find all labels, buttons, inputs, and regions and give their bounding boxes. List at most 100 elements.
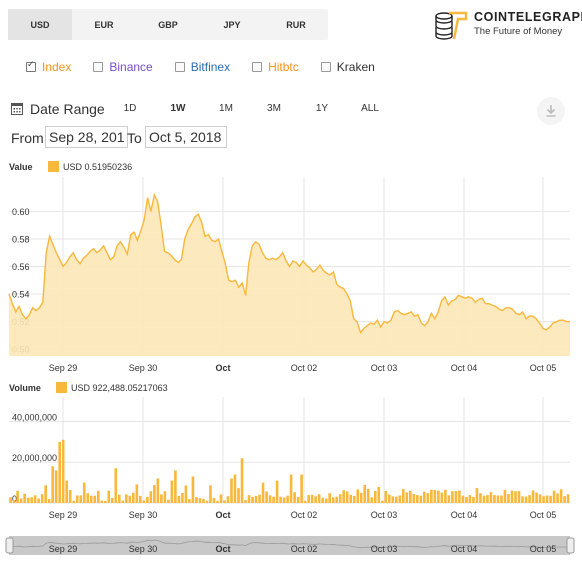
volume-bar xyxy=(142,500,146,503)
volume-bar xyxy=(251,496,254,503)
volume-bar xyxy=(405,492,409,503)
source-label: Binance xyxy=(109,60,153,74)
volume-x-tick-label: Sep 30 xyxy=(129,510,158,520)
currency-tab-gbp[interactable]: GBP xyxy=(158,19,178,30)
volume-bar xyxy=(373,491,377,503)
source-kraken[interactable]: Kraken xyxy=(320,60,375,74)
volume-bar xyxy=(384,491,388,503)
volume-bar xyxy=(409,490,412,503)
brand-tagline: The Future of Money xyxy=(474,26,563,37)
volume-bar xyxy=(191,476,195,503)
volume-bar xyxy=(44,485,47,503)
volume-bar xyxy=(472,496,475,503)
source-bitfinex[interactable]: Bitfinex xyxy=(174,60,230,74)
volume-bar xyxy=(556,493,559,503)
volume-bar xyxy=(265,491,268,503)
value-x-tick-label: Oct 03 xyxy=(371,363,398,373)
currency-tab-rur[interactable]: RUR xyxy=(286,19,306,30)
volume-bar xyxy=(121,500,125,503)
range-1y-button[interactable]: 1Y xyxy=(315,103,329,114)
volume-bar xyxy=(132,492,135,503)
checkbox-icon[interactable] xyxy=(320,62,331,72)
volume-bar xyxy=(9,497,12,503)
volume-bar xyxy=(209,485,212,503)
volume-bar xyxy=(437,490,440,503)
volume-bar xyxy=(510,490,514,503)
volume-bar xyxy=(559,489,563,503)
volume-bar xyxy=(68,490,72,503)
volume-bar xyxy=(110,497,114,503)
volume-bar xyxy=(247,495,251,503)
volume-y-tick-label: 0 xyxy=(12,494,17,504)
volume-bar xyxy=(230,478,233,503)
navigator-x-label: Oct 03 xyxy=(371,544,398,554)
value-chart-title: Value xyxy=(9,162,33,172)
volume-bar xyxy=(310,494,314,503)
volume-x-tick-label: Oct 03 xyxy=(371,510,398,520)
volume-bar xyxy=(289,474,293,503)
volume-bar xyxy=(328,493,331,503)
volume-bar xyxy=(391,496,395,503)
volume-bar xyxy=(100,500,104,503)
value-x-tick-label: Sep 29 xyxy=(49,363,78,373)
source-hitbtc[interactable]: Hitbtc xyxy=(252,60,299,74)
volume-bar xyxy=(16,490,19,503)
volume-bar xyxy=(170,480,174,503)
currency-tab-usd[interactable]: USD xyxy=(8,9,72,40)
volume-bar xyxy=(51,466,54,503)
volume-bar xyxy=(103,501,107,503)
range-1d-button[interactable]: 1D xyxy=(123,103,137,114)
volume-bar xyxy=(458,490,461,503)
download-button[interactable] xyxy=(537,97,565,125)
volume-bar xyxy=(19,498,23,503)
volume-bar xyxy=(545,495,549,503)
navigator-line xyxy=(8,539,570,549)
volume-bar xyxy=(181,493,184,503)
navigator-right-handle[interactable] xyxy=(566,537,575,554)
volume-bar xyxy=(198,498,202,503)
volume-bar xyxy=(160,494,163,503)
volume-bar xyxy=(402,489,405,503)
source-index[interactable]: Index xyxy=(26,59,71,74)
currency-tab-jpy[interactable]: JPY xyxy=(223,19,241,30)
currency-tabs: USD EUR GBP JPY RUR xyxy=(8,9,328,40)
volume-bar xyxy=(500,495,503,503)
range-1m-button[interactable]: 1M xyxy=(219,103,233,114)
checkbox-checked-icon[interactable] xyxy=(26,59,36,72)
volume-bar xyxy=(156,478,160,503)
volume-bar xyxy=(226,496,230,503)
volume-bar xyxy=(335,496,338,503)
volume-bar xyxy=(496,495,500,503)
volume-bar xyxy=(468,495,472,503)
range-3m-button[interactable]: 3M xyxy=(267,103,281,114)
volume-bar xyxy=(75,495,79,503)
volume-bar xyxy=(444,489,447,504)
legend-swatch xyxy=(48,161,59,172)
volume-bar xyxy=(514,491,517,503)
range-1w-button[interactable]: 1W xyxy=(170,103,186,114)
volume-bar xyxy=(12,500,16,503)
navigator-x-label: Oct 02 xyxy=(291,544,318,554)
volume-bar xyxy=(416,495,419,503)
navigator-x-label: Sep 29 xyxy=(49,544,78,554)
volume-bar xyxy=(47,499,51,503)
volume-bar xyxy=(240,458,244,503)
source-selector: Index Binance Bitfinex Hitbtc Kraken xyxy=(26,59,397,74)
checkbox-icon[interactable] xyxy=(174,62,185,72)
source-label: Kraken xyxy=(336,60,375,74)
to-date-input[interactable] xyxy=(145,126,227,148)
checkbox-icon[interactable] xyxy=(93,62,104,72)
currency-tab-eur[interactable]: EUR xyxy=(94,19,114,30)
volume-bar xyxy=(40,494,44,503)
source-binance[interactable]: Binance xyxy=(93,60,153,74)
value-x-tick-label: Sep 30 xyxy=(129,363,158,373)
range-all-button[interactable]: ALL xyxy=(361,103,379,114)
navigator-left-handle[interactable] xyxy=(5,537,14,554)
checkbox-icon[interactable] xyxy=(252,62,263,72)
volume-bar xyxy=(352,495,356,503)
volume-bar xyxy=(212,497,216,503)
from-label: From xyxy=(11,130,44,146)
volume-bar xyxy=(489,492,493,503)
from-date-input[interactable] xyxy=(45,126,128,148)
